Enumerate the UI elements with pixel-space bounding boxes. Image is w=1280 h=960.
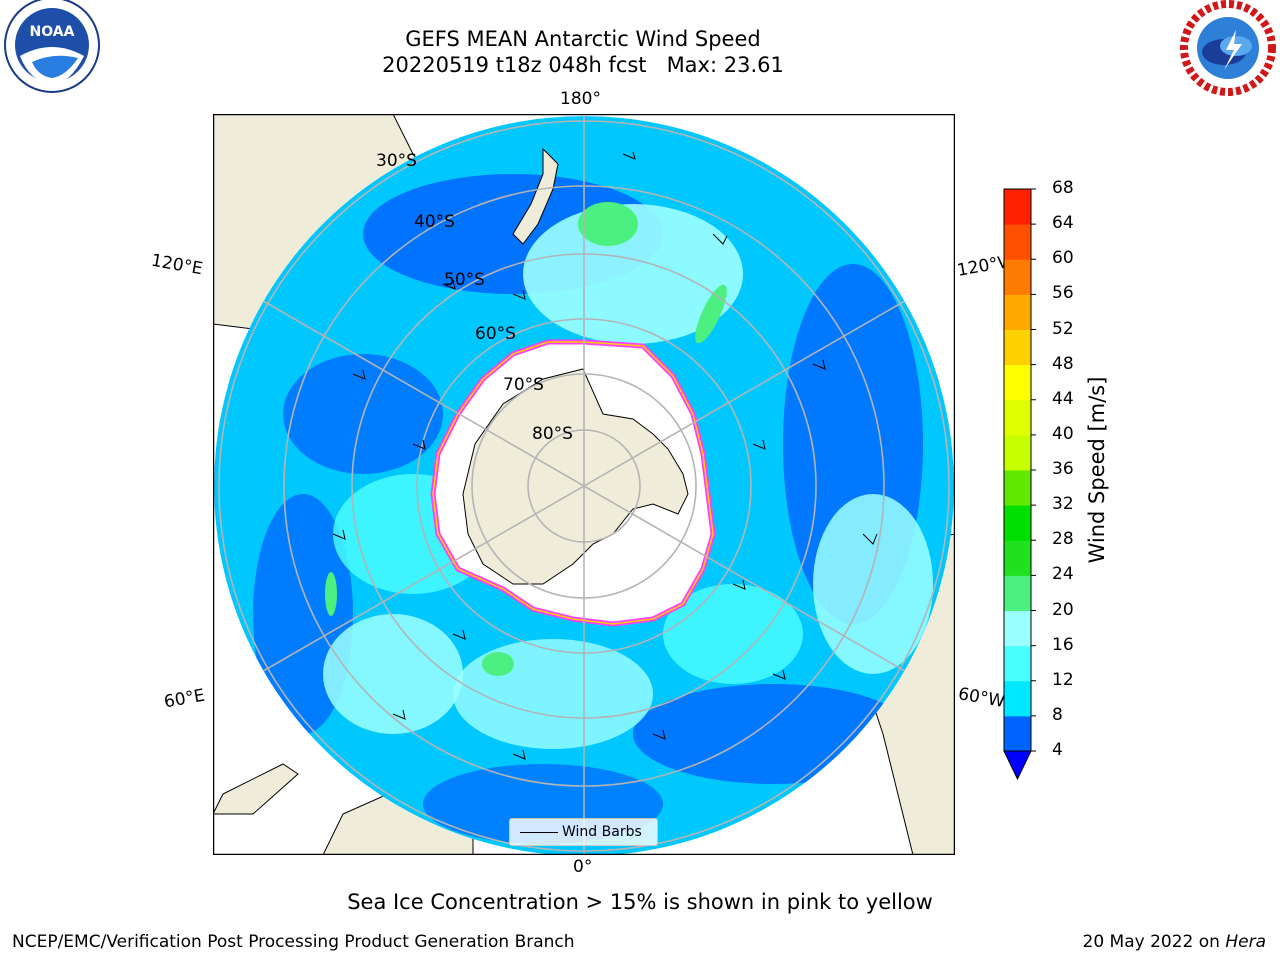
wind-barb (512, 749, 526, 760)
wind-barb (622, 151, 636, 160)
wind-barb (392, 709, 406, 720)
colorbar-tick-label: 52 (1052, 318, 1074, 339)
lon-label-lower-right: 60°W (956, 684, 1007, 712)
wind-barb (752, 439, 766, 450)
colorbar-segment (1004, 364, 1031, 401)
lon-label-lower-left: 60°E (162, 685, 207, 713)
colorbar-segment (1004, 505, 1031, 541)
lat-label-30s: 30°S (376, 151, 417, 171)
lat-label-80s: 80°S (532, 424, 573, 444)
colorbar-segment (1004, 610, 1031, 647)
footer-date-text: 20 May 2022 on (1082, 932, 1226, 952)
wind-barb-legend: Wind Barbs (509, 818, 658, 846)
colorbar-segment (1004, 470, 1031, 506)
colorbar-tick-label: 60 (1052, 248, 1074, 269)
land-madagascar (213, 763, 299, 815)
colorbar-under-arrow (1003, 750, 1032, 781)
colorbar-segment (1004, 434, 1031, 471)
colorbar-tick-label: 28 (1052, 529, 1074, 550)
colorbar-tick-label: 16 (1052, 634, 1074, 655)
nws-logo (1180, 0, 1276, 96)
wind-barb (712, 233, 728, 245)
colorbar-segment (1004, 399, 1031, 436)
colorbar-tick-label: 32 (1052, 494, 1074, 515)
colorbar-tick-label: 8 (1052, 704, 1063, 725)
colorbar-tick-label: 24 (1052, 564, 1074, 585)
colorbar-tick-label: 44 (1052, 388, 1074, 409)
lat-label-60s: 60°S (475, 324, 516, 344)
colorbar-segment (1004, 189, 1031, 225)
colorbar-label: Wind Speed [m/s] (1085, 376, 1109, 564)
noaa-logo: NOAA (4, 0, 100, 93)
wind-barb (732, 579, 746, 590)
wind-barb (442, 279, 456, 290)
colorbar-segment (1004, 680, 1031, 717)
colorbar-tick-label: 48 (1052, 353, 1074, 374)
colorbar-tick-label: 4 (1052, 740, 1063, 760)
wind-barb (862, 533, 878, 545)
colorbar (1003, 188, 1036, 781)
chart-title: GEFS MEAN Antarctic Wind Speed (405, 27, 761, 51)
wind-barb (332, 529, 346, 540)
footer-host: Hera (1225, 932, 1266, 952)
wind-barb (512, 289, 526, 300)
wind-barb (652, 729, 666, 740)
lat-label-50s: 50°S (444, 270, 485, 290)
colorbar-segment (1004, 224, 1031, 260)
colorbar-tick-label: 36 (1052, 459, 1074, 479)
colorbar-segment (1004, 540, 1031, 576)
colorbar-tick-label: 12 (1052, 669, 1074, 690)
chart-subtitle: 20220519 t18z 048h fcst Max: 23.61 (382, 53, 784, 77)
colorbar-tick-label: 64 (1052, 213, 1074, 234)
colorbar-tick-label: 20 (1052, 599, 1074, 620)
lon-label-upper-left: 120°E (149, 250, 205, 280)
wind-barb (452, 629, 466, 640)
colorbar-segment (1004, 715, 1031, 752)
colorbar-segment (1004, 575, 1031, 611)
colorbar-segment (1004, 259, 1031, 295)
polar-map (213, 114, 955, 855)
legend-label: Wind Barbs (562, 824, 642, 840)
lat-label-40s: 40°S (414, 212, 455, 232)
colorbar-tick-label: 40 (1052, 423, 1074, 444)
wind-max-patch (578, 202, 638, 246)
noaa-logo-text: NOAA (30, 24, 75, 40)
footer-credit: NCEP/EMC/Verification Post Processing Pr… (12, 932, 575, 952)
land-new-zealand (512, 147, 559, 245)
colorbar-segment (1004, 645, 1031, 682)
footer-date: 20 May 2022 on Hera (1083, 932, 1267, 952)
sea-ice-note: Sea Ice Concentration > 15% is shown in … (347, 890, 933, 914)
wind-barb (772, 669, 786, 680)
colorbar-tick-label: 56 (1052, 283, 1074, 304)
lon-label-bottom: 0° (573, 857, 593, 877)
wind-barb (412, 439, 426, 450)
wind-barb (352, 369, 366, 380)
colorbar-segment (1004, 294, 1031, 330)
colorbar-segment (1004, 329, 1031, 366)
lon-label-top: 180° (560, 89, 601, 109)
legend-line-swatch (520, 832, 558, 833)
lat-label-70s: 70°S (503, 375, 544, 395)
wind-barb (812, 359, 826, 370)
colorbar-tick-label: 68 (1052, 178, 1074, 198)
